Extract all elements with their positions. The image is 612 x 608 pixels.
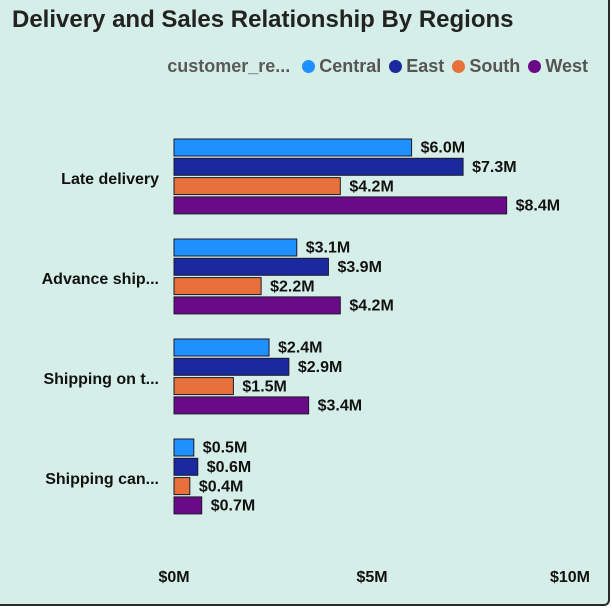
legend-dot-west <box>528 60 542 73</box>
legend-item-west[interactable]: West <box>528 56 588 77</box>
legend-item-south[interactable]: South <box>452 56 520 77</box>
data-label: $8.4M <box>516 198 560 215</box>
legend-dot-central <box>302 60 316 73</box>
bar-south[interactable] <box>173 477 191 496</box>
legend-item-central[interactable]: Central <box>302 56 381 77</box>
legend-title: customer_re... <box>167 56 291 76</box>
category-label: Shipping can... <box>45 471 159 488</box>
data-label: $0.5M <box>203 440 247 457</box>
legend-label-west: West <box>545 56 588 76</box>
bar-south[interactable] <box>173 377 234 396</box>
bar-east[interactable] <box>173 257 329 276</box>
chart-title: Delivery and Sales Relationship By Regio… <box>12 6 514 33</box>
data-label: $4.2M <box>349 298 393 315</box>
legend-label-central: Central <box>319 56 382 76</box>
bar-south[interactable] <box>173 277 262 296</box>
category-label: Late delivery <box>61 171 159 188</box>
bar-west[interactable] <box>173 396 310 415</box>
category-label: Advance ship... <box>42 271 159 288</box>
legend-label-south: South <box>469 56 521 76</box>
x-tick-label: $10M <box>550 569 590 586</box>
bar-central[interactable] <box>173 438 195 457</box>
bar-west[interactable] <box>173 496 203 515</box>
data-label: $2.9M <box>298 359 342 376</box>
legend-dot-east <box>389 60 403 73</box>
data-label: $3.1M <box>306 240 350 257</box>
legend-label-east: East <box>406 56 445 76</box>
bar-west[interactable] <box>173 196 508 215</box>
legend: customer_re... Central East South West <box>167 56 588 77</box>
data-label: $0.6M <box>207 459 251 476</box>
bar-central[interactable] <box>173 138 413 157</box>
bar-east[interactable] <box>173 157 464 176</box>
data-label: $0.4M <box>199 478 243 495</box>
data-label: $0.7M <box>211 498 255 515</box>
legend-dot-south <box>452 60 466 73</box>
data-label: $6.0M <box>421 140 465 157</box>
data-label: $4.2M <box>349 178 393 195</box>
data-label: $7.3M <box>472 159 516 176</box>
bar-south[interactable] <box>173 177 341 196</box>
data-label: $3.4M <box>318 398 362 415</box>
bar-central[interactable] <box>173 238 298 257</box>
category-label: Shipping on t... <box>43 371 159 388</box>
data-label: $2.4M <box>278 340 322 357</box>
data-label: $1.5M <box>242 378 286 395</box>
x-tick-label: $0M <box>158 569 189 586</box>
bar-east[interactable] <box>173 357 290 376</box>
bar-west[interactable] <box>173 296 341 315</box>
legend-item-east[interactable]: East <box>389 56 444 77</box>
x-tick-label: $5M <box>356 569 387 586</box>
data-label: $3.9M <box>337 259 381 276</box>
bar-central[interactable] <box>173 338 270 357</box>
data-label: $2.2M <box>270 278 314 295</box>
bar-east[interactable] <box>173 457 199 476</box>
